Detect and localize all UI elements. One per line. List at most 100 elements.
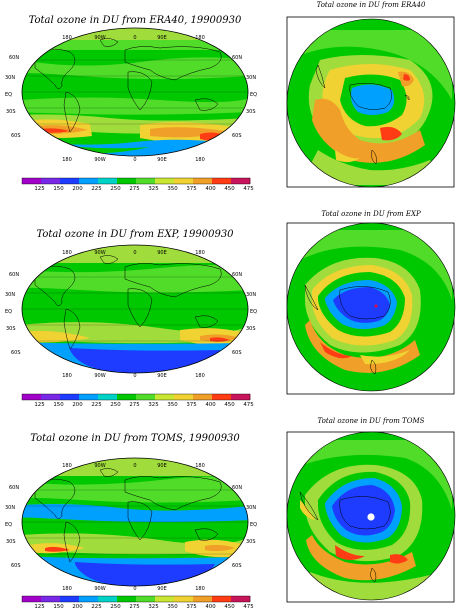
lat-label: 30N xyxy=(246,505,256,511)
colorbar-swatch xyxy=(41,178,61,184)
lon-label: 90W xyxy=(94,373,105,379)
colorbar-label: 250 xyxy=(110,402,121,408)
colorbar: 125 150 200 225 250 275 325 350 375 400 450 475 xyxy=(21,177,254,192)
colorbar-swatch xyxy=(98,596,118,602)
colorbar-label: 450 xyxy=(224,402,235,408)
colorbar-swatch xyxy=(231,596,251,602)
lon-label: 180 xyxy=(62,35,72,41)
lon-label: 90E xyxy=(157,157,167,163)
lat-label: 30S xyxy=(6,539,16,545)
lat-label: 60N xyxy=(232,55,242,61)
colorbar-label: 400 xyxy=(205,604,216,608)
colorbar-label: 125 xyxy=(34,402,44,408)
lat-label: 60S xyxy=(232,350,242,356)
map-title: Total ozone in DU from EXP, 19900930 xyxy=(36,229,234,240)
lon-label: 180 xyxy=(62,250,72,256)
colorbar-swatch xyxy=(60,394,80,400)
colorbar-label: 475 xyxy=(243,604,253,608)
polar-border xyxy=(286,18,456,188)
colorbar-label: 150 xyxy=(53,604,64,608)
lon-label: 90W xyxy=(94,35,105,41)
lon-label: 0 xyxy=(133,586,136,592)
colorbar-label: 225 xyxy=(91,402,101,408)
lat-label: EQ xyxy=(5,522,12,528)
lon-label: 180 xyxy=(195,157,205,163)
lat-labels-left: 60N 30N EQ 30S 60S xyxy=(5,485,21,569)
colorbar-label: 250 xyxy=(110,186,121,192)
map-border xyxy=(21,457,249,587)
colorbar-swatch xyxy=(117,596,137,602)
polar-title: Total ozone in DU from TOMS xyxy=(318,417,425,425)
lon-label: 0 xyxy=(133,373,136,379)
lat-label: EQ xyxy=(250,92,257,98)
lat-label: 60S xyxy=(11,350,21,356)
colorbar-swatch xyxy=(22,596,42,602)
colorbar-swatch xyxy=(79,596,99,602)
polar-border xyxy=(286,431,456,601)
colorbar-swatch xyxy=(136,394,156,400)
lat-label: 60N xyxy=(9,272,19,278)
polar-map xyxy=(287,223,455,391)
lon-label: 90W xyxy=(94,463,105,469)
polar-title: Total ozone in DU from EXP xyxy=(321,210,421,218)
lon-labels-top: 180 90W 0 90E 180 xyxy=(62,35,205,41)
lon-label: 0 xyxy=(133,157,136,163)
colorbar-swatch xyxy=(212,178,232,184)
lat-label: 30S xyxy=(6,109,16,115)
lon-label: 180 xyxy=(195,35,205,41)
colorbar-swatch xyxy=(136,178,156,184)
lat-label: 30N xyxy=(5,505,15,511)
colorbar-swatch xyxy=(231,394,251,400)
panel-era40: Total ozone in DU from ERA40, 19900930 xyxy=(5,1,456,192)
colorbar-label: 475 xyxy=(243,186,253,192)
colorbar: 125 150 200 225 250 275 325 350 375 400 450 475 xyxy=(21,595,254,608)
colorbar-label: 350 xyxy=(167,604,178,608)
colorbar-swatch xyxy=(22,178,42,184)
colorbar-swatch xyxy=(174,178,194,184)
lat-label: 30S xyxy=(246,109,256,115)
colorbar-label: 325 xyxy=(148,186,158,192)
colorbar-swatch xyxy=(136,596,156,602)
lon-label: 0 xyxy=(133,35,136,41)
lat-label: EQ xyxy=(5,92,12,98)
colorbar-swatch xyxy=(212,394,232,400)
colorbar-swatch xyxy=(60,596,80,602)
colorbar-swatch xyxy=(79,394,99,400)
lon-label: 90W xyxy=(94,250,105,256)
lon-label: 180 xyxy=(62,373,72,379)
colorbar-label: 375 xyxy=(186,604,196,608)
lat-label: 30N xyxy=(5,292,15,298)
lon-labels-bottom: 180 90W 0 90E 180 xyxy=(62,157,205,163)
colorbar-label: 125 xyxy=(34,604,44,608)
colorbar-label: 400 xyxy=(205,186,216,192)
colorbar-label: 150 xyxy=(53,186,64,192)
lat-label: 60N xyxy=(232,485,242,491)
map-border xyxy=(21,244,249,374)
colorbar-swatch xyxy=(60,178,80,184)
lon-label: 90E xyxy=(157,250,167,256)
polar-map xyxy=(287,19,455,187)
colorbar-label: 375 xyxy=(186,402,196,408)
lat-label: EQ xyxy=(250,309,257,315)
colorbar-border xyxy=(21,595,251,603)
colorbar-swatch xyxy=(98,394,118,400)
colorbar-swatch xyxy=(41,394,61,400)
colorbar-swatch xyxy=(117,178,137,184)
lat-labels-right: 60N 30N EQ 30S 60S xyxy=(232,485,257,569)
colorbar-swatch xyxy=(155,178,175,184)
lon-labels-top: 180 90W 0 90E 180 xyxy=(62,463,205,469)
lat-labels-left: 60N 30N EQ 30S 60S xyxy=(5,55,21,139)
colorbar-label: 350 xyxy=(167,402,178,408)
map-border xyxy=(21,27,249,157)
colorbar-border xyxy=(21,393,251,401)
lon-labels-top: 180 90W 0 90E 180 xyxy=(62,250,205,256)
colorbar-swatch xyxy=(155,394,175,400)
lat-label: EQ xyxy=(250,522,257,528)
lat-label: 30S xyxy=(246,539,256,545)
polar-border xyxy=(286,222,456,392)
colorbar-swatch xyxy=(174,596,194,602)
colorbar-label: 200 xyxy=(72,402,83,408)
panel-toms: Total ozone in DU from TOMS, 19900930 xyxy=(5,417,456,608)
world-map xyxy=(22,28,248,156)
